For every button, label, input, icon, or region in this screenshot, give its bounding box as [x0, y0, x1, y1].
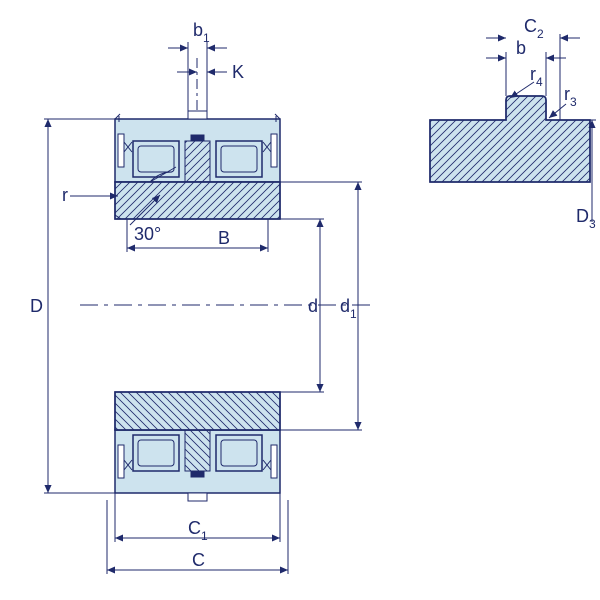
detail-groove: [430, 34, 596, 222]
label-C1: C1: [188, 518, 208, 543]
label-b: b: [516, 38, 526, 58]
label-angle: 30°: [134, 224, 161, 244]
label-D: D: [30, 296, 43, 316]
label-r3: r3: [564, 84, 577, 109]
label-D3: D3: [576, 206, 596, 231]
label-C2: C2: [524, 16, 544, 41]
bearing-diagram: D d d1 B C C1 b1 K r 30° b C2 r4 r3 D3: [0, 0, 600, 600]
label-d1: d1: [340, 296, 357, 321]
label-b1: b1: [193, 20, 210, 45]
label-K: K: [232, 62, 244, 82]
label-d: d: [308, 296, 318, 316]
label-r4: r4: [530, 64, 543, 89]
label-C: C: [192, 550, 205, 570]
top-half: [115, 111, 280, 219]
bottom-half: [115, 392, 280, 501]
label-r: r: [62, 185, 68, 205]
label-B: B: [218, 228, 230, 248]
main-section: [44, 42, 370, 574]
